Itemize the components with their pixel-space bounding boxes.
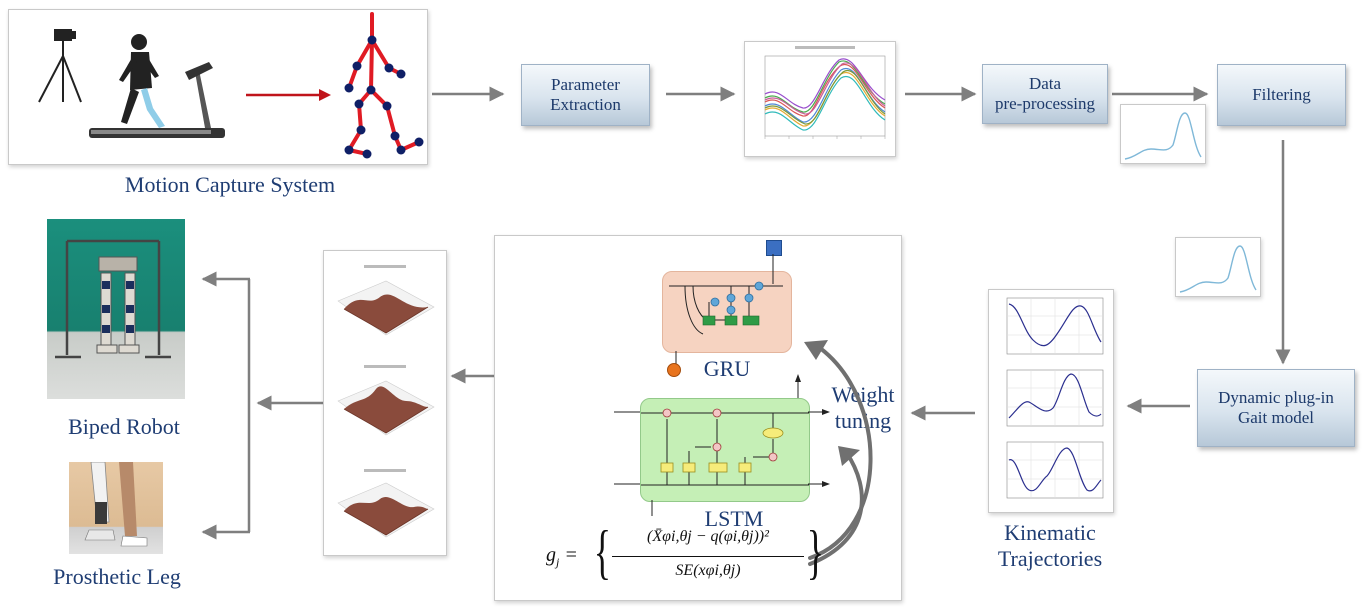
prosthetic-leg-illustration <box>84 461 148 547</box>
gj-formula: gj = { } (X̄φi,θj − q(φi,θj))² SE(xφi,θj… <box>546 519 825 585</box>
gait-curves-thumbnail <box>764 46 886 139</box>
parameter-extraction-box: Parameter Extraction <box>521 64 650 126</box>
motion-capture-label: Motion Capture System <box>124 172 336 197</box>
gait-curves-plot <box>744 41 896 157</box>
surface-plots <box>337 265 435 538</box>
treadmill-icon <box>89 62 225 138</box>
kinematic-plot-3 <box>1006 441 1104 499</box>
formula-denominator: SE(xφi,θj) <box>675 562 741 579</box>
gru-output-node <box>766 240 782 256</box>
feedback-arrows <box>804 340 873 566</box>
filter-signal-thumbnail-2 <box>1175 237 1261 297</box>
biped-robot-image <box>47 219 185 399</box>
gru-cell-diagram <box>669 281 783 335</box>
lstm-cell-diagram <box>641 408 809 486</box>
kinematic-plots <box>1006 297 1104 499</box>
lstm-block <box>640 398 810 502</box>
filtering-box: Filtering <box>1217 64 1346 126</box>
dynamic-gait-model-box: Dynamic plug-in Gait model <box>1197 369 1355 447</box>
kinematic-label: Kinematic Trajectories <box>997 520 1103 572</box>
gru-label: GRU <box>703 356 751 381</box>
prosthetic-leg-image <box>69 461 163 554</box>
lstm-label: LSTM <box>704 506 764 531</box>
motion-capture-panel <box>8 9 428 165</box>
camera-tripod-icon <box>38 29 82 103</box>
gru-io-lines <box>675 254 774 364</box>
surface-plot-3 <box>337 469 435 538</box>
gru-block <box>662 271 792 353</box>
biped-robot-illustration <box>55 239 171 359</box>
surface-plot-1 <box>337 265 435 336</box>
surface-plots-panel <box>323 250 447 556</box>
prosthetic-leg-label: Prosthetic Leg <box>53 564 181 589</box>
kinematic-plot-1 <box>1006 297 1104 355</box>
surface-plot-2 <box>337 365 435 436</box>
skeleton-joints <box>344 35 424 159</box>
motion-capture-illustration <box>38 12 424 159</box>
formula-numerator: (X̄φi,θj − q(φi,θj))² <box>647 528 769 545</box>
kinematic-trajectories-panel <box>988 289 1114 513</box>
kinematic-plot-2 <box>1006 369 1104 427</box>
biped-robot-label: Biped Robot <box>68 414 180 439</box>
lstm-io-lines <box>614 374 830 516</box>
filter-signal-thumbnail-1 <box>1120 104 1206 164</box>
formula-fraction-bar <box>612 556 804 557</box>
weight-tuning-label: Weight tuning <box>831 382 895 434</box>
data-preprocessing-box: Data pre-processing <box>982 64 1108 124</box>
walking-person-icon <box>119 34 165 128</box>
gru-input-node <box>667 363 681 377</box>
